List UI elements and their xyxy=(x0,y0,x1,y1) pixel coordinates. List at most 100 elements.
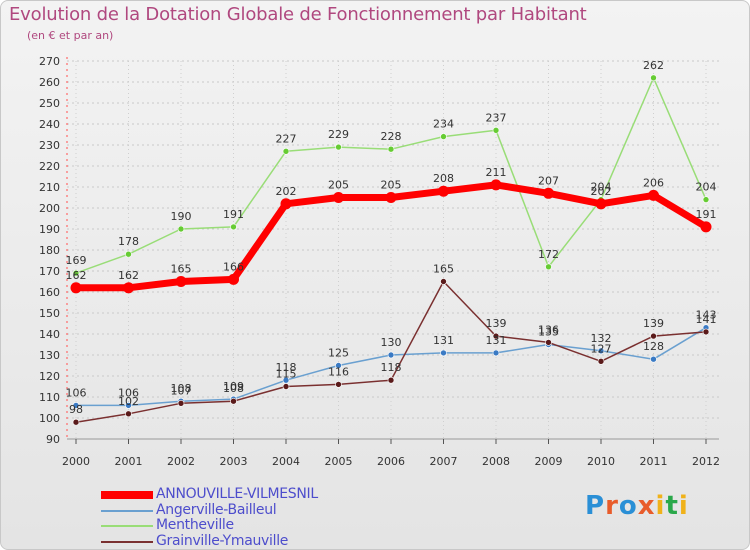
data-point xyxy=(438,185,449,197)
data-label: 139 xyxy=(643,317,664,330)
logo-letter: x xyxy=(637,491,656,521)
data-label: 162 xyxy=(66,269,87,282)
data-point xyxy=(125,250,132,258)
axes: 9010011012013014015016017018019020021022… xyxy=(39,55,720,468)
data-point xyxy=(70,282,82,294)
data-label: 125 xyxy=(328,347,349,360)
data-point xyxy=(280,198,292,210)
data-label: 169 xyxy=(66,254,87,267)
data-label: 131 xyxy=(486,334,507,347)
y-tick-label: 110 xyxy=(39,391,60,404)
y-tick-label: 270 xyxy=(39,55,60,68)
data-point xyxy=(650,74,657,82)
legend-swatch xyxy=(101,540,153,543)
data-label: 136 xyxy=(538,323,559,336)
x-tick-label: 2000 xyxy=(62,455,90,468)
x-tick-label: 2003 xyxy=(220,455,248,468)
logo-letter: o xyxy=(618,491,638,521)
data-point xyxy=(440,133,447,140)
data-label: 234 xyxy=(433,118,454,131)
data-point xyxy=(125,410,132,418)
data-point xyxy=(228,273,239,285)
data-label: 115 xyxy=(276,368,297,381)
x-tick-label: 2004 xyxy=(272,455,300,468)
data-point xyxy=(543,187,554,199)
series-lines xyxy=(70,74,712,426)
data-point xyxy=(492,332,500,340)
data-point xyxy=(387,145,395,153)
data-label: 108 xyxy=(223,382,244,395)
data-label: 204 xyxy=(696,181,717,194)
data-label: 227 xyxy=(276,132,297,145)
data-label: 106 xyxy=(66,386,87,399)
data-label: 166 xyxy=(223,260,244,273)
data-label: 237 xyxy=(486,111,507,124)
logo-letter: P xyxy=(585,491,606,521)
data-label: 127 xyxy=(591,342,612,355)
logo-letter: t xyxy=(665,491,679,521)
data-point xyxy=(490,179,502,191)
data-label: 116 xyxy=(328,365,349,378)
data-label: 128 xyxy=(643,340,664,353)
data-label: 109 xyxy=(223,380,244,393)
logo-letter: i xyxy=(678,491,689,521)
y-tick-label: 200 xyxy=(39,202,60,215)
data-point xyxy=(177,225,185,233)
data-label: 262 xyxy=(643,59,664,72)
data-point xyxy=(545,339,552,346)
data-point xyxy=(335,143,342,151)
data-point xyxy=(597,347,605,355)
x-tick-label: 2007 xyxy=(430,455,458,468)
data-label: 207 xyxy=(538,174,559,187)
data-label: 165 xyxy=(171,263,192,276)
data-label: 139 xyxy=(486,317,507,330)
data-point xyxy=(700,221,712,233)
data-point xyxy=(72,269,80,277)
chart-title: Evolution de la Dotation Globale de Fonc… xyxy=(9,4,587,25)
x-tick-label: 2009 xyxy=(535,455,563,468)
data-point xyxy=(702,196,710,203)
y-tick-label: 210 xyxy=(39,181,60,194)
data-point xyxy=(385,192,397,203)
data-label: 98 xyxy=(69,403,83,416)
y-tick-label: 140 xyxy=(39,328,60,341)
y-tick-label: 170 xyxy=(39,265,60,278)
data-label: 162 xyxy=(118,269,139,282)
legend-label: ANNOUVILLE-VILMESNIL xyxy=(156,486,318,502)
legend-swatch xyxy=(101,525,153,527)
data-label: 106 xyxy=(118,386,139,399)
data-point xyxy=(440,349,447,357)
x-tick-label: 2010 xyxy=(587,455,615,468)
data-label: 165 xyxy=(433,263,454,276)
data-label: 204 xyxy=(591,181,612,194)
data-label: 143 xyxy=(696,309,717,322)
data-point xyxy=(387,351,395,359)
data-point xyxy=(72,418,80,426)
y-tick-label: 120 xyxy=(39,370,60,383)
chart-subtitle: (en € et par an) xyxy=(27,29,114,42)
data-label: 130 xyxy=(381,336,402,349)
data-point xyxy=(597,357,605,365)
y-tick-label: 230 xyxy=(39,139,60,152)
data-label: 141 xyxy=(696,313,717,326)
data-label: 190 xyxy=(171,210,192,223)
x-tick-label: 2005 xyxy=(325,455,353,468)
data-point xyxy=(282,383,290,390)
data-point xyxy=(650,332,657,340)
y-tick-label: 220 xyxy=(39,160,60,173)
data-label: 202 xyxy=(276,185,297,198)
data-label: 205 xyxy=(328,179,349,192)
data-label: 178 xyxy=(118,235,139,248)
y-tick-label: 130 xyxy=(39,349,60,362)
data-point xyxy=(175,276,187,287)
x-tick-label: 2008 xyxy=(482,455,510,468)
data-point xyxy=(333,192,344,203)
data-label: 208 xyxy=(433,172,454,185)
legend-swatch xyxy=(101,491,153,499)
data-point xyxy=(72,402,80,409)
proxiti-logo: Proxiti xyxy=(585,491,689,521)
data-point xyxy=(650,355,657,363)
series-line-2 xyxy=(75,77,707,274)
data-label: 107 xyxy=(171,384,192,397)
